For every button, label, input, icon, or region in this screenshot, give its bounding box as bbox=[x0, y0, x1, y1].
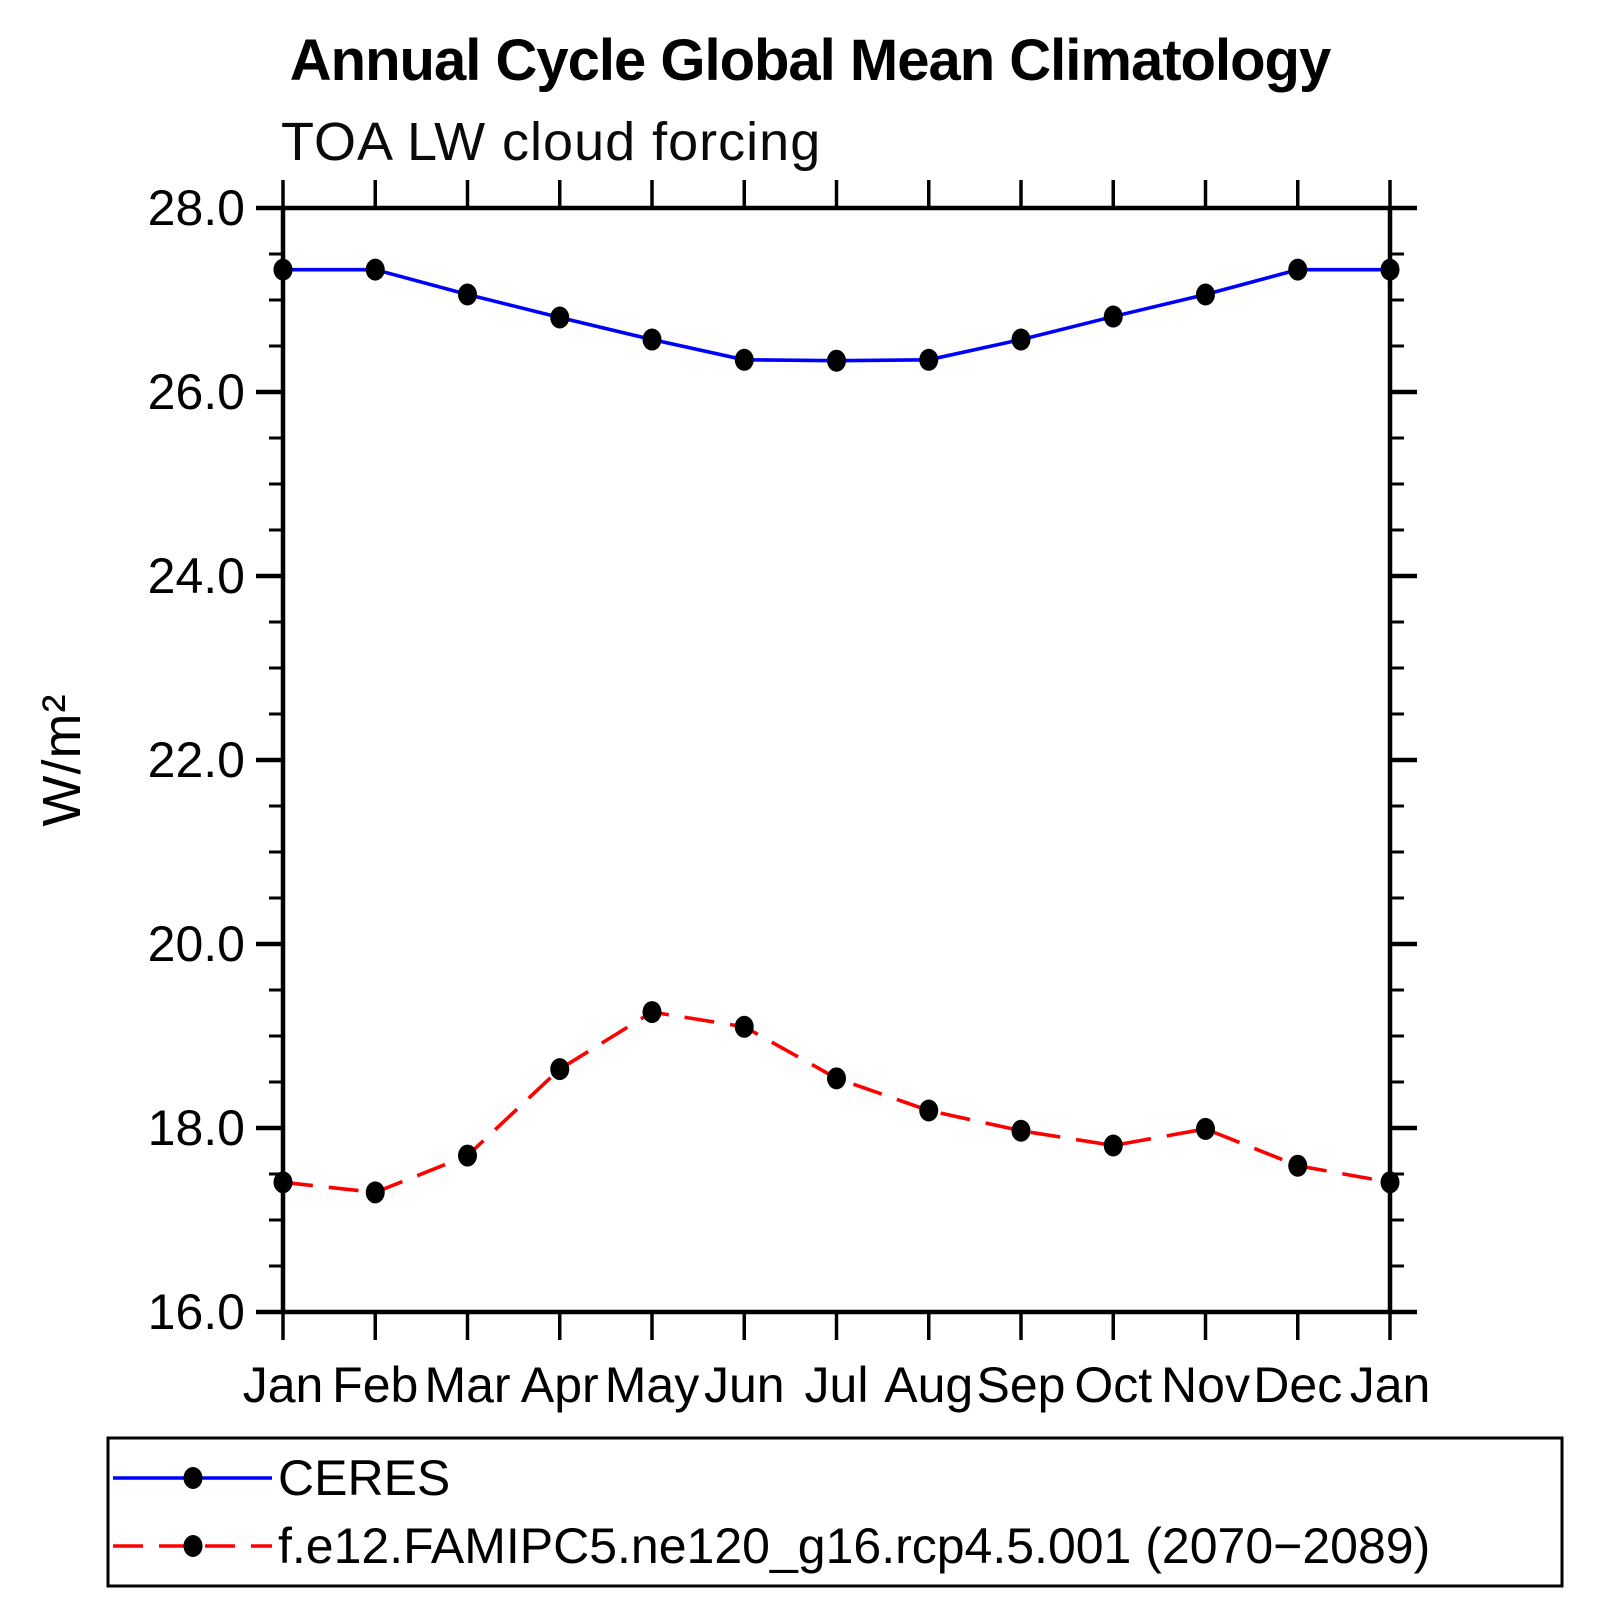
data-point-ceres bbox=[550, 306, 570, 329]
x-tick-label: Jun bbox=[704, 1357, 785, 1413]
x-tick-label: Jul bbox=[805, 1357, 869, 1413]
data-point-ceres bbox=[273, 258, 293, 281]
legend-box bbox=[106, 1436, 1564, 1588]
data-point-ceres bbox=[827, 349, 846, 372]
data-point-model bbox=[1288, 1154, 1308, 1177]
data-point-model bbox=[734, 1015, 754, 1038]
data-point-ceres bbox=[1196, 283, 1215, 306]
data-point-model bbox=[458, 1144, 477, 1167]
x-tick-label: Oct bbox=[1074, 1357, 1152, 1413]
y-tick-label: 22.0 bbox=[148, 732, 245, 788]
x-tick-label: Nov bbox=[1161, 1357, 1250, 1413]
x-tick-label: Feb bbox=[332, 1357, 418, 1413]
data-point-model bbox=[919, 1099, 939, 1122]
data-point-model bbox=[1103, 1134, 1123, 1157]
legend-label-model: f.e12.FAMIPC5.ne120_g16.rcp4.5.001 (2070… bbox=[278, 1518, 1430, 1574]
data-point-model bbox=[365, 1181, 385, 1204]
x-tick-label: Sep bbox=[977, 1357, 1066, 1413]
data-point-ceres bbox=[1288, 258, 1308, 281]
series-line-model bbox=[282, 1010, 1391, 1195]
data-point-ceres bbox=[1103, 305, 1123, 328]
chart-title: Annual Cycle Global Mean Climatology bbox=[290, 28, 1331, 93]
x-tick-label: May bbox=[605, 1357, 699, 1413]
y-tick-label: 26.0 bbox=[148, 364, 245, 420]
y-tick-label: 24.0 bbox=[148, 548, 245, 604]
legend: CERES f.e12.FAMIPC5.ne120_g16.rcp4.5.001… bbox=[106, 1436, 1564, 1588]
x-tick-label: Jan bbox=[243, 1357, 324, 1413]
data-point-ceres bbox=[642, 328, 662, 351]
data-point-model bbox=[642, 1001, 662, 1024]
data-point-model bbox=[1196, 1117, 1215, 1140]
data-point-model bbox=[1011, 1119, 1031, 1142]
data-point-model bbox=[273, 1171, 293, 1194]
y-tick-label: 18.0 bbox=[148, 1100, 245, 1156]
legend-marker-model bbox=[183, 1535, 203, 1557]
data-point-ceres bbox=[1011, 328, 1031, 351]
data-point-model bbox=[1380, 1171, 1400, 1194]
x-tick-label: Aug bbox=[884, 1357, 973, 1413]
data-point-ceres bbox=[365, 258, 385, 281]
y-axis-label: W/m² bbox=[32, 694, 92, 827]
series-line-ceres bbox=[283, 267, 1390, 363]
data-point-model bbox=[827, 1067, 846, 1090]
chart-subtitle: TOA LW cloud forcing bbox=[281, 112, 821, 172]
plot-area: Jan Feb Mar Apr May Jun Jul Aug Sep Oct Nov Dec Jan1… bbox=[148, 180, 1431, 1413]
data-point-ceres bbox=[734, 348, 754, 371]
y-tick-label: 16.0 bbox=[148, 1284, 245, 1340]
x-tick-label: Jan bbox=[1350, 1357, 1431, 1413]
legend-marker-ceres bbox=[183, 1467, 203, 1489]
x-tick-label: Apr bbox=[521, 1357, 599, 1413]
y-tick-label: 28.0 bbox=[148, 180, 245, 236]
data-point-ceres bbox=[458, 283, 477, 306]
x-tick-label: Dec bbox=[1253, 1357, 1342, 1413]
x-tick-label: Mar bbox=[424, 1357, 510, 1413]
plot-frame bbox=[280, 205, 1393, 1315]
data-point-ceres bbox=[919, 348, 939, 371]
y-tick-label: 20.0 bbox=[148, 916, 245, 972]
legend-label-ceres: CERES bbox=[278, 1450, 450, 1506]
data-point-ceres bbox=[1380, 258, 1400, 281]
data-point-model bbox=[550, 1058, 570, 1081]
